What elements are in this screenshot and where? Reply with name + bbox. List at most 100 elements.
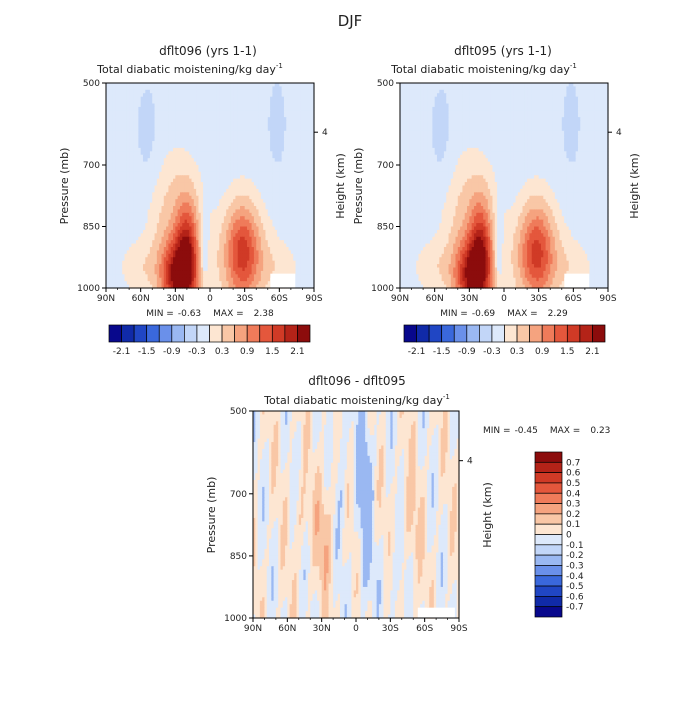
- heatmap-cell: [290, 120, 294, 125]
- heatmap-cell: [110, 229, 114, 234]
- heatmap-cell: [309, 216, 313, 221]
- heatmap-cell: [251, 103, 255, 108]
- heatmap-cell: [212, 124, 216, 129]
- heatmap-cell: [152, 171, 156, 176]
- heatmap-cell: [270, 137, 273, 142]
- heatmap-cell: [184, 110, 188, 115]
- heatmap-cell: [258, 216, 262, 221]
- heatmap-cell: [124, 134, 128, 139]
- heatmap-cell: [179, 209, 183, 214]
- heatmap-cell: [119, 165, 123, 170]
- heatmap-cell: [142, 192, 146, 197]
- heatmap-cell: [223, 202, 227, 207]
- heatmap-cell: [166, 134, 169, 139]
- heatmap-cell: [279, 175, 283, 180]
- heatmap-cell: [230, 168, 234, 173]
- heatmap-cell: [260, 199, 264, 204]
- heatmap-cell: [281, 192, 285, 197]
- heatmap-cell: [163, 199, 167, 204]
- heatmap-cell: [230, 182, 234, 187]
- heatmap-cell: [152, 103, 156, 108]
- heatmap-cell: [283, 127, 287, 132]
- heatmap-cell: [237, 168, 241, 173]
- heatmap-cell: [149, 185, 153, 190]
- heatmap-cell: [136, 103, 139, 108]
- heatmap-cell: [246, 178, 250, 183]
- heatmap-cell: [196, 199, 200, 204]
- heatmap-cell: [221, 141, 225, 146]
- heatmap-cell: [184, 195, 188, 200]
- heatmap-cell: [214, 216, 218, 221]
- heatmap-cell: [210, 137, 213, 142]
- heatmap-cell: [184, 124, 188, 129]
- heatmap-cell: [112, 202, 116, 207]
- heatmap-cell: [200, 240, 204, 245]
- heatmap-cell: [235, 130, 239, 135]
- heatmap-cell: [210, 141, 213, 146]
- heatmap-cell: [166, 229, 169, 234]
- heatmap-cell: [175, 202, 179, 207]
- heatmap-cell: [168, 89, 172, 94]
- heatmap-cell: [265, 117, 269, 122]
- heatmap-cell: [191, 141, 195, 146]
- heatmap-cell: [115, 154, 119, 159]
- heatmap-cell: [179, 223, 183, 228]
- heatmap-cell: [152, 229, 156, 234]
- heatmap-cell: [302, 83, 306, 88]
- heatmap-cell: [191, 219, 195, 224]
- heatmap-cell: [279, 110, 283, 115]
- heatmap-cell: [119, 130, 123, 135]
- heatmap-cell: [149, 137, 153, 142]
- heatmap-cell: [307, 100, 310, 105]
- heatmap-cell: [175, 158, 179, 163]
- heatmap-cell: [154, 89, 158, 94]
- heatmap-cell: [223, 89, 227, 94]
- heatmap-cell: [152, 165, 156, 170]
- heatmap-cell: [281, 158, 285, 163]
- heatmap-cell: [191, 195, 195, 200]
- heatmap-cell: [226, 240, 230, 245]
- heatmap-cell: [179, 233, 183, 238]
- heatmap-cell: [242, 151, 246, 156]
- heatmap-cell: [115, 240, 119, 245]
- heatmap-cell: [263, 240, 267, 245]
- heatmap-cell: [277, 130, 280, 135]
- heatmap-cell: [177, 151, 181, 156]
- heatmap-cell: [297, 202, 301, 207]
- heatmap-cell: [230, 124, 234, 129]
- heatmap-cell: [258, 240, 262, 245]
- heatmap-cell: [119, 192, 123, 197]
- heatmap-cell: [115, 86, 119, 91]
- heatmap-cell: [196, 188, 200, 193]
- heatmap-cell: [163, 206, 167, 211]
- heatmap-cell: [106, 243, 109, 248]
- heatmap-cell: [179, 226, 183, 231]
- heatmap-cell: [179, 141, 183, 146]
- heatmap-cell: [267, 240, 271, 245]
- heatmap-cell: [242, 212, 246, 217]
- heatmap-cell: [290, 96, 294, 101]
- heatmap-cell: [235, 110, 239, 115]
- heatmap-cell: [244, 178, 248, 183]
- heatmap-cell: [177, 154, 181, 159]
- heatmap-cell: [156, 240, 160, 245]
- heatmap-cell: [219, 223, 223, 228]
- heatmap-cell: [112, 106, 116, 111]
- heatmap-cell: [260, 236, 264, 241]
- heatmap-cell: [233, 226, 237, 231]
- heatmap-cell: [200, 113, 204, 118]
- heatmap-cell: [288, 178, 292, 183]
- heatmap-cell: [260, 192, 264, 197]
- heatmap-cell: [119, 158, 123, 163]
- heatmap-cell: [200, 182, 204, 187]
- heatmap-cell: [170, 178, 174, 183]
- heatmap-cell: [124, 171, 128, 176]
- heatmap-cell: [260, 106, 264, 111]
- heatmap-cell: [311, 206, 315, 211]
- heatmap-cell: [161, 161, 165, 166]
- heatmap-cell: [256, 161, 260, 166]
- heatmap-cell: [210, 219, 213, 224]
- heatmap-cell: [258, 202, 262, 207]
- heatmap-cell: [110, 158, 114, 163]
